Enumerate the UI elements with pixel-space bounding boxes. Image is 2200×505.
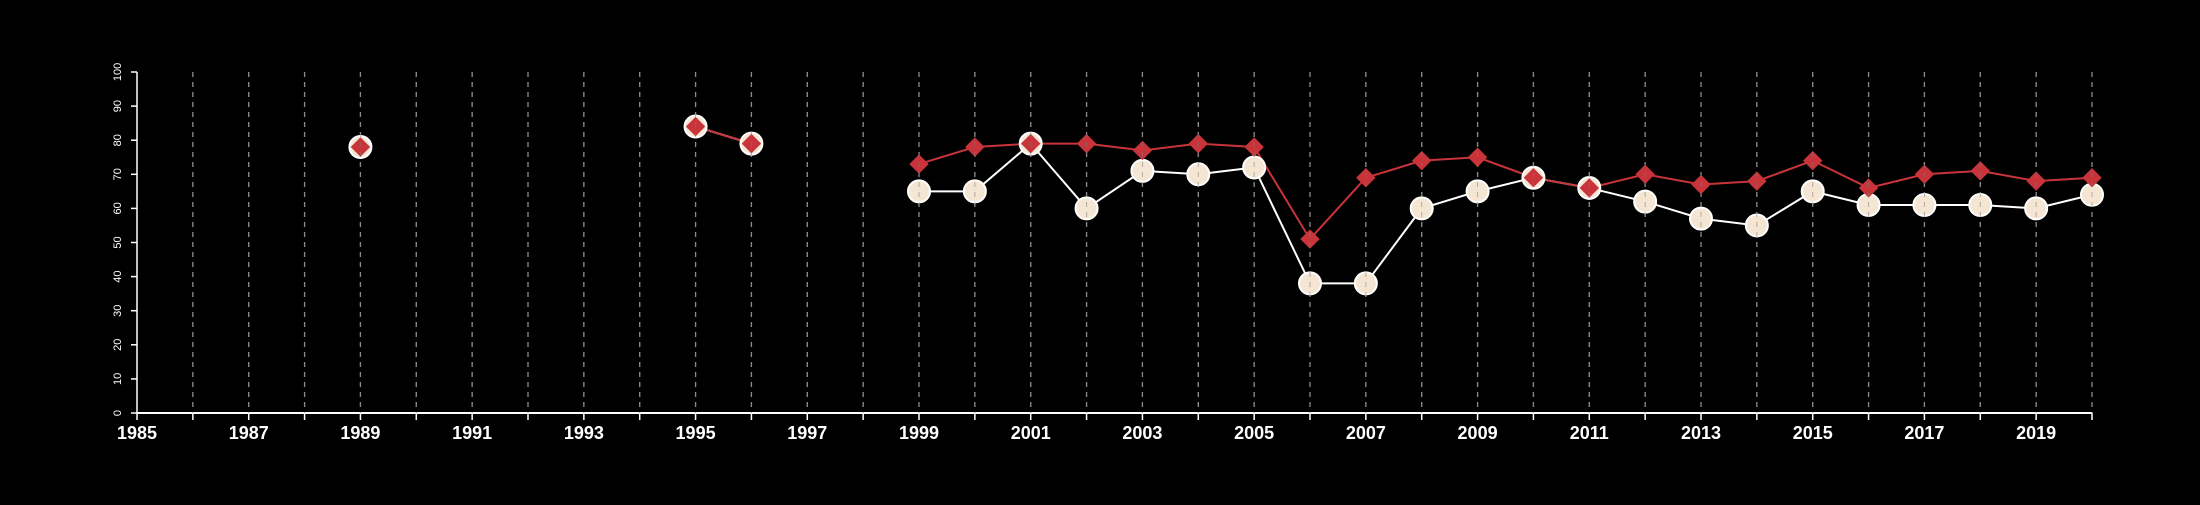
diamond-point-2006 [1300,229,1320,249]
y-tick-label-20: 20 [112,339,124,351]
y-tick-label-60: 60 [112,202,124,214]
x-axis: 1985 1987 1989 1991 1993 1995 1997 1999 2001 2003… [117,412,2093,443]
circle-point-2008 [1409,196,1434,221]
diamond-point-2008 [1412,150,1432,171]
y-tick-label-80: 80 [112,134,124,146]
x-tick-label-2007: 2007 [1346,423,1386,443]
y-tick-label-70: 70 [112,168,124,180]
diamond-point-2015 [1803,150,1823,171]
y-axis: 0 10 20 30 40 50 60 70 80 90 100 [112,63,138,416]
x-tick-label-1997: 1997 [787,423,827,443]
circle-point-2013 [1689,206,1713,231]
diamond-point-2019 [2026,171,2046,191]
x-tick-label-2003: 2003 [1122,423,1162,443]
x-tick-label-1987: 1987 [229,423,269,443]
x-tick-label-1999: 1999 [899,423,939,443]
x-tick-label-1995: 1995 [676,423,716,443]
x-tick-label-2017: 2017 [1904,423,1944,443]
diamond-point-2018 [1970,161,1990,181]
x-tick-label-1985: 1985 [117,423,157,443]
circle-point-2019 [2024,196,2049,221]
y-tick-label-50: 50 [112,236,124,248]
y-tick-label-40: 40 [112,270,124,282]
x-tick-label-1991: 1991 [452,423,492,443]
x-tick-label-2015: 2015 [1793,423,1833,443]
x-tick-label-2009: 2009 [1458,423,1498,443]
x-tick-label-2013: 2013 [1681,423,1721,443]
y-tick-label-90: 90 [112,100,124,112]
diamond-point-2014 [1747,171,1767,191]
x-tick-label-2019: 2019 [2016,423,2056,443]
series-line-circle-2 [919,142,2093,285]
grid-overlay [192,72,2093,413]
circle-markers [348,114,2104,296]
diamond-point-2003 [1132,140,1153,161]
series-line-diamond-2 [918,142,2093,241]
x-tick-label-1989: 1989 [340,423,380,443]
x-tick-label-2011: 2011 [1570,423,1609,443]
x-tick-label-2001: 2001 [1011,423,1051,443]
series-lines [695,125,2093,285]
x-tick-label-2005: 2005 [1234,423,1274,443]
y-tick-label-100: 100 [112,63,124,81]
diamond-markers [350,116,2102,249]
y-tick-label-10: 10 [112,373,124,385]
x-tick-label-1993: 1993 [564,423,604,443]
y-tick-label-0: 0 [112,410,124,416]
y-tick-label-30: 30 [112,305,124,317]
circle-point-2002 [1074,196,1099,221]
